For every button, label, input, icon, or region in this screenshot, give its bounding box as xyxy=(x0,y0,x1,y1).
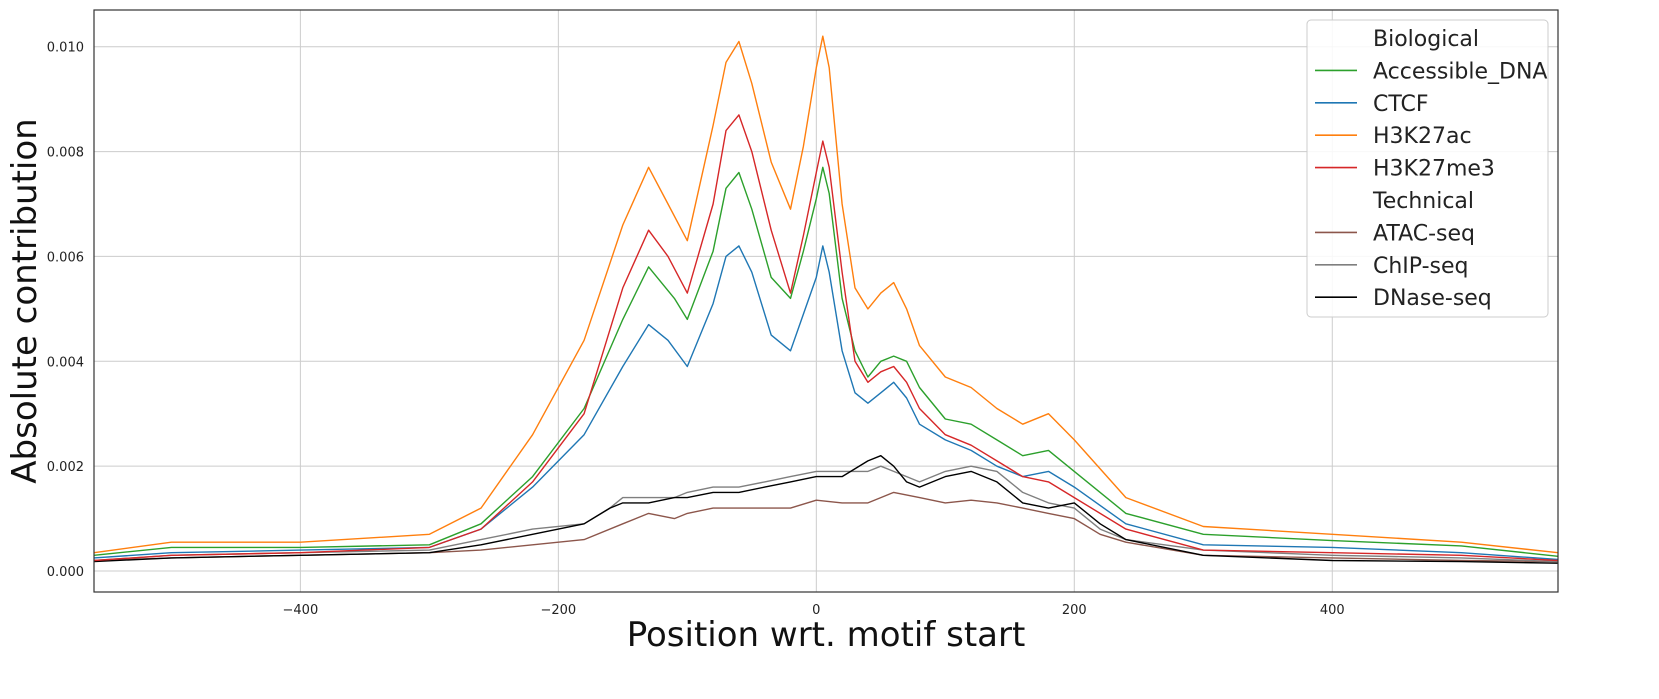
plot-frame xyxy=(93,9,1559,593)
legend-group-title: Biological xyxy=(1373,27,1479,52)
y-tick-label: 0.002 xyxy=(47,460,84,475)
y-tick-label: 0.008 xyxy=(47,146,84,161)
x-axis-label: Position wrt. motif start xyxy=(627,615,1026,655)
legend-label: H3K27me3 xyxy=(1373,157,1495,182)
series-line-h3k27ac xyxy=(93,35,1559,554)
y-tick-label: 0.010 xyxy=(47,41,84,56)
legend-label: ATAC-seq xyxy=(1373,221,1475,246)
x-tick-label: −400 xyxy=(283,603,319,618)
legend-label: H3K27ac xyxy=(1373,124,1472,149)
series-line-ctcf xyxy=(93,245,1559,561)
series-line-h3k27me3 xyxy=(93,114,1559,562)
series-line-accessible-dna xyxy=(93,166,1559,557)
y-axis-ticks: 0.000 0.002 0.004 0.006 0.008 0.010 xyxy=(47,41,84,580)
y-tick-label: 0.004 xyxy=(47,355,84,370)
legend-label: Accessible_DNA xyxy=(1373,59,1548,84)
legend: Biological Accessible_DNA CTCF H3K27ac H3K27… xyxy=(1306,19,1549,318)
legend-box xyxy=(1306,19,1549,318)
series-line-atac-seq xyxy=(93,491,1559,563)
x-tick-label: 0 xyxy=(812,603,820,618)
series-line-dnase-seq xyxy=(93,455,1559,564)
y-tick-label: 0.006 xyxy=(47,250,84,265)
x-tick-label: 200 xyxy=(1062,603,1087,618)
y-axis-label: Absolute contribution xyxy=(5,118,45,483)
series-line-chip-seq xyxy=(93,465,1559,563)
legend-label: ChIP-seq xyxy=(1373,254,1468,279)
legend-label: CTCF xyxy=(1373,92,1429,117)
series-lines xyxy=(93,35,1559,564)
legend-label: DNase-seq xyxy=(1373,286,1492,311)
x-tick-label: 400 xyxy=(1320,603,1345,618)
y-tick-label: 0.000 xyxy=(47,565,84,580)
legend-group-title: Technical xyxy=(1372,189,1474,214)
x-tick-label: −200 xyxy=(540,603,576,618)
x-axis-ticks: −400 −200 0 200 400 xyxy=(283,603,1345,618)
